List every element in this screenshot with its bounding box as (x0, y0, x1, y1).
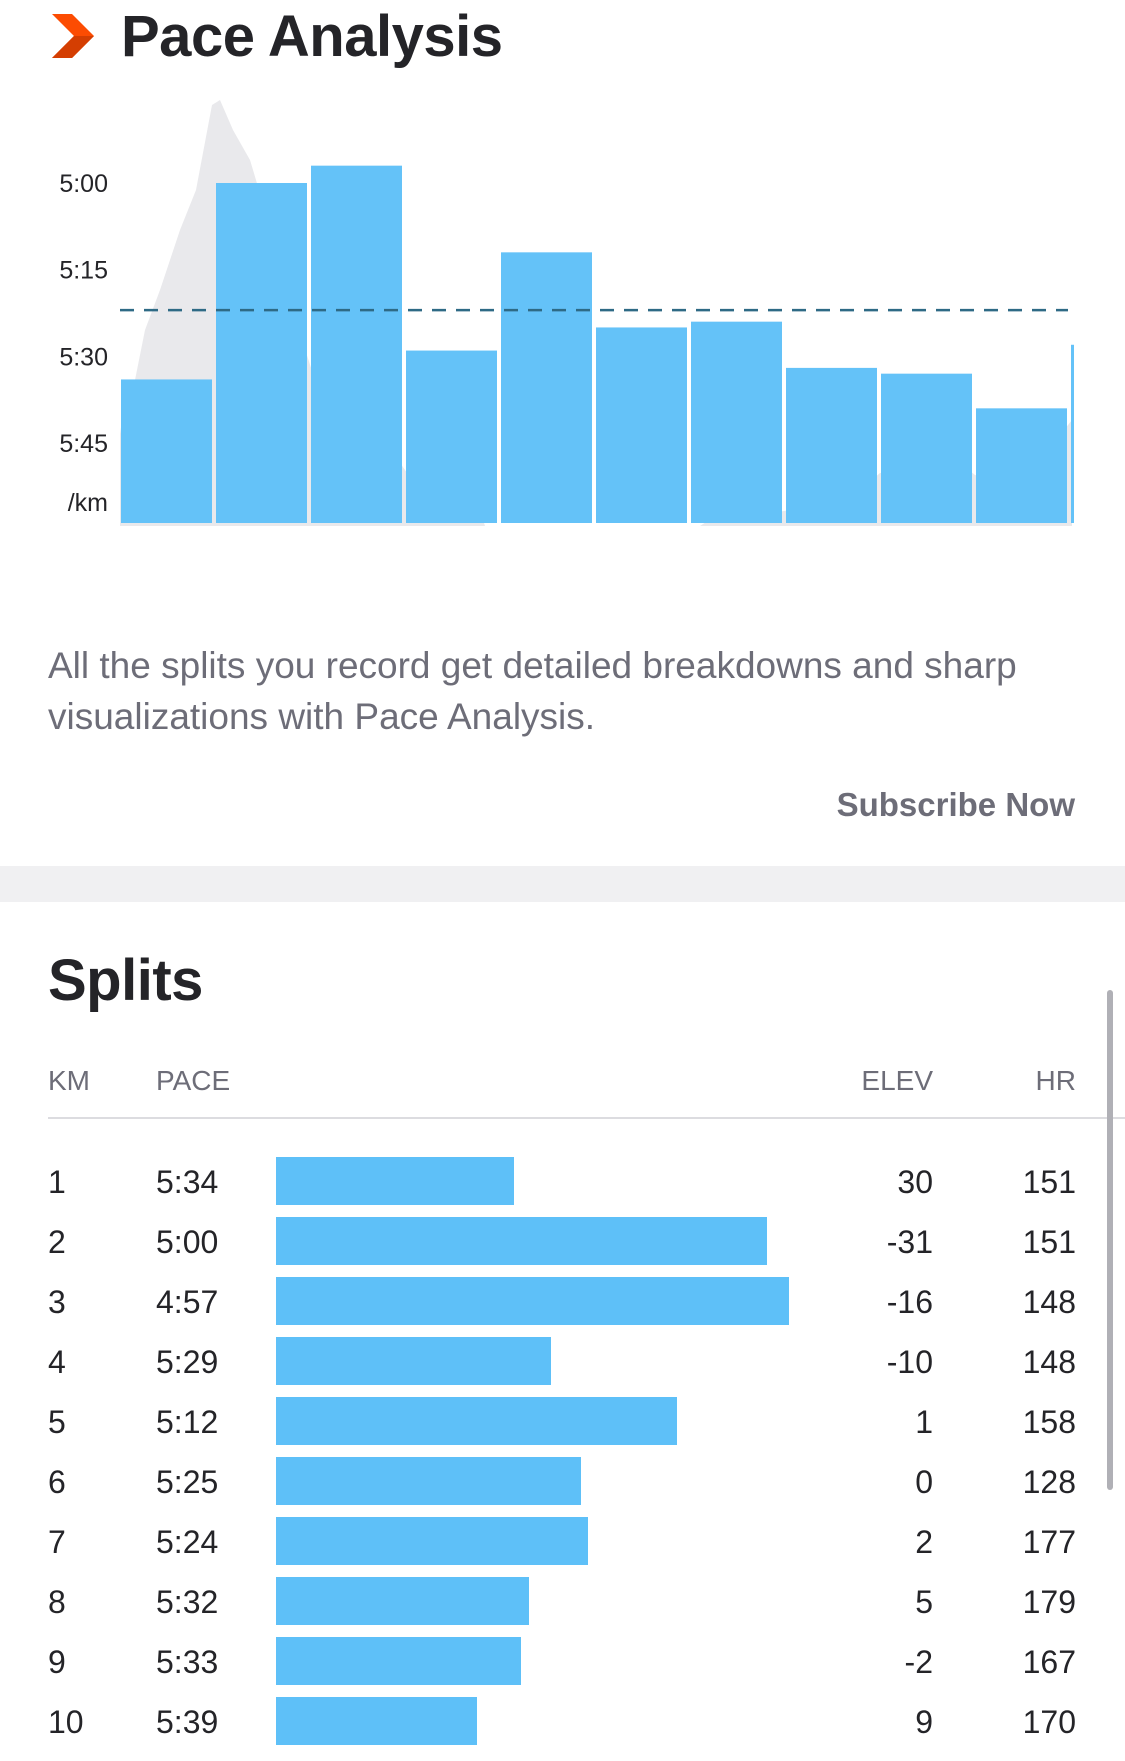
split-km: 9 (48, 1644, 66, 1680)
pace-bar (976, 408, 1067, 523)
split-hr: 170 (1022, 1704, 1076, 1740)
table-row: 8 5:32 5 179 (0, 1572, 1125, 1632)
pace-bar (311, 165, 402, 523)
column-header-pace: PACE (156, 1065, 231, 1096)
table-row: 7 5:24 2 177 (0, 1512, 1125, 1572)
split-pace-bar (276, 1337, 551, 1385)
split-pace-bar (276, 1157, 514, 1205)
pace-bar (881, 373, 972, 523)
split-pace-bar (276, 1277, 789, 1325)
split-pace: 5:25 (156, 1464, 219, 1500)
scrollbar[interactable] (1107, 990, 1113, 1490)
y-tick-label: 5:45 (59, 430, 108, 458)
split-pace: 5:12 (156, 1404, 219, 1440)
pace-bar (216, 183, 307, 523)
y-tick-label: 5:00 (59, 170, 108, 198)
table-row: 10 5:39 9 170 (0, 1692, 1125, 1752)
split-pace-bar (276, 1517, 588, 1565)
split-pace: 5:00 (156, 1224, 219, 1260)
split-pace: 5:39 (156, 1704, 219, 1740)
pace-bar (1071, 344, 1074, 523)
column-header-km: KM (48, 1065, 90, 1096)
column-header-elev: ELEV (861, 1065, 933, 1096)
pace-bar (121, 379, 212, 523)
split-pace-bar (276, 1457, 581, 1505)
chevron-right-icon (52, 14, 94, 58)
split-elev: -16 (886, 1284, 933, 1320)
splits-title: Splits (48, 948, 203, 1013)
y-tick-label: 5:30 (59, 343, 108, 371)
split-pace: 5:34 (156, 1164, 219, 1200)
split-elev: 5 (915, 1584, 933, 1620)
split-elev: 1 (915, 1404, 933, 1440)
split-pace: 5:32 (156, 1584, 219, 1620)
header-divider (48, 1117, 1125, 1119)
y-axis-unit-label: /km (68, 489, 108, 517)
table-row: 5 5:12 1 158 (0, 1392, 1125, 1452)
split-km: 10 (48, 1704, 84, 1740)
pace-bar (501, 252, 592, 524)
pace-bar (596, 327, 687, 523)
split-hr: 158 (1022, 1404, 1076, 1440)
split-hr: 151 (1022, 1164, 1076, 1200)
split-elev: 30 (897, 1164, 933, 1200)
split-pace-bar (276, 1217, 767, 1265)
section-divider (0, 866, 1125, 902)
split-elev: 2 (915, 1524, 933, 1560)
table-row: 4 5:29 -10 148 (0, 1332, 1125, 1392)
split-hr: 167 (1022, 1644, 1076, 1680)
split-hr: 148 (1022, 1284, 1076, 1320)
pace-bar (406, 350, 497, 523)
chart-bars (121, 165, 1074, 524)
split-elev: -2 (904, 1644, 933, 1680)
split-pace: 5:29 (156, 1344, 219, 1380)
split-pace-bar (276, 1397, 677, 1445)
split-elev: -10 (886, 1344, 933, 1380)
pace-chart: 5:00 5:15 5:30 5:45 /km (59, 100, 1074, 526)
pace-analysis-card: Pace Analysis 5:00 5:15 5:30 5:45 /km All t… (0, 0, 1125, 866)
page-title: Pace Analysis (121, 4, 503, 69)
table-row: 9 5:33 -2 167 (0, 1632, 1125, 1692)
split-km: 3 (48, 1284, 66, 1320)
split-km: 7 (48, 1524, 66, 1560)
split-elev: 0 (915, 1464, 933, 1500)
split-km: 4 (48, 1344, 66, 1380)
split-hr: 128 (1022, 1464, 1076, 1500)
split-km: 8 (48, 1584, 66, 1620)
split-hr: 179 (1022, 1584, 1076, 1620)
split-km: 1 (48, 1164, 66, 1200)
pace-bar (691, 321, 782, 523)
split-hr: 151 (1022, 1224, 1076, 1260)
y-axis-ticks: 5:00 5:15 5:30 5:45 (59, 170, 108, 458)
split-km: 6 (48, 1464, 66, 1500)
column-header-hr: HR (1035, 1065, 1076, 1096)
table-row: 2 5:00 -31 151 (0, 1212, 1125, 1272)
splits-card: Splits KM PACE ELEV HR 1 5:34 30 151 2 5:00 -3… (0, 902, 1125, 1761)
split-elev: -31 (886, 1224, 933, 1260)
split-hr: 148 (1022, 1344, 1076, 1380)
split-km: 2 (48, 1224, 66, 1260)
pace-analysis-header: Pace Analysis (0, 0, 1125, 80)
table-row: 3 4:57 -16 148 (0, 1272, 1125, 1332)
pace-bar (786, 367, 877, 523)
table-row: 1 5:34 30 151 (0, 1152, 1125, 1212)
table-row: 6 5:25 0 128 (0, 1452, 1125, 1512)
split-pace-bar (276, 1637, 521, 1685)
split-pace-bar (276, 1577, 529, 1625)
pace-analysis-description: All the splits you record get detailed b… (48, 645, 1017, 737)
split-pace: 5:33 (156, 1644, 219, 1680)
split-hr: 177 (1022, 1524, 1076, 1560)
split-km: 5 (48, 1404, 66, 1440)
split-pace: 5:24 (156, 1524, 219, 1560)
split-pace-bar (276, 1697, 477, 1745)
subscribe-now-button[interactable]: Subscribe Now (836, 786, 1075, 823)
split-pace: 4:57 (156, 1284, 219, 1320)
split-elev: 9 (915, 1704, 933, 1740)
y-tick-label: 5:15 (59, 257, 108, 285)
